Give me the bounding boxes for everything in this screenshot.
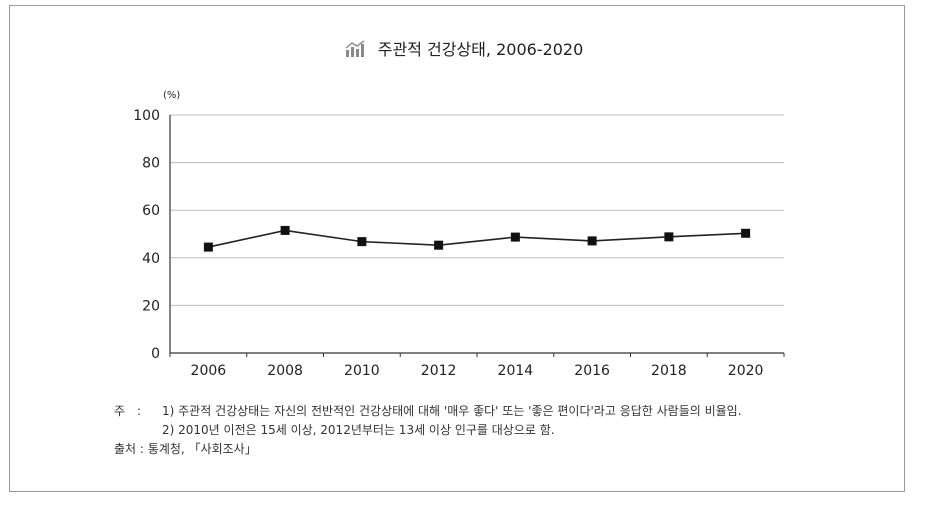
data-point-2008 — [280, 225, 290, 235]
x-tick-label-2012: 2012 — [421, 363, 457, 379]
x-tick-label-2020: 2020 — [728, 363, 764, 379]
chart-title-row: 주관적 건강상태, 2006-2020 — [0, 36, 928, 61]
figure-frame — [9, 5, 905, 492]
note-1: 주 : 1) 주관적 건강상태는 자신의 전반적인 건강상태에 대해 '매우 좋다… — [114, 402, 742, 421]
y-tick-label-60: 60 — [142, 203, 160, 219]
note-2: 2) 2010년 이전은 15세 이상, 2012년부터는 13세 이상 인구를… — [114, 421, 742, 440]
series-line — [208, 229, 746, 248]
axes — [169, 115, 785, 357]
y-tick-label-40: 40 — [142, 251, 160, 267]
y-tick-label-80: 80 — [142, 156, 160, 172]
data-points — [203, 225, 751, 252]
y-tick-labels: 0 20 40 60 80 100 — [133, 108, 160, 362]
note-1-text: 1) 주관적 건강상태는 자신의 전반적인 건강상태에 대해 '매우 좋다' 또… — [162, 404, 742, 418]
x-tick-label-2010: 2010 — [344, 363, 380, 379]
y-tick-label-100: 100 — [133, 108, 160, 124]
y-tick-label-0: 0 — [151, 346, 160, 362]
y-tick-label-20: 20 — [142, 298, 160, 314]
series-polyline — [208, 229, 746, 248]
data-point-2020 — [741, 228, 751, 238]
data-point-2016 — [587, 236, 597, 246]
x-tick-label-2018: 2018 — [651, 363, 687, 379]
data-point-2010 — [357, 237, 367, 247]
chart-title: 주관적 건강상태, 2006-2020 — [377, 40, 584, 59]
x-tick-label-2006: 2006 — [191, 363, 227, 379]
y-unit-label: (%) — [163, 90, 180, 101]
footnotes: 주 : 1) 주관적 건강상태는 자신의 전반적인 건강상태에 대해 '매우 좋다… — [114, 402, 742, 459]
note-2-text: 2) 2010년 이전은 15세 이상, 2012년부터는 13세 이상 인구를… — [162, 423, 555, 437]
x-tick-label-2014: 2014 — [498, 363, 534, 379]
x-tick-label-2016: 2016 — [574, 363, 610, 379]
x-tick-labels: 2006 2008 2010 2012 2014 2016 2018 2020 — [191, 363, 764, 379]
source: 출처 : 통계청, 「사회조사」 — [114, 440, 742, 459]
note-label: 주 : — [114, 404, 142, 418]
x-tick-label-2008: 2008 — [267, 363, 303, 379]
source-label: 출처 : — [114, 442, 144, 456]
data-point-2018 — [664, 232, 674, 242]
data-point-2014 — [510, 232, 520, 242]
data-point-2012 — [434, 240, 444, 250]
bar-chart-icon — [345, 40, 365, 61]
grid-lines — [170, 114, 784, 306]
source-text: 통계청, 「사회조사」 — [147, 442, 257, 456]
data-point-2006 — [203, 242, 213, 252]
line-chart: (%) 0 20 40 60 80 100 2006 2008 2010 2012 2014 201… — [133, 90, 785, 379]
